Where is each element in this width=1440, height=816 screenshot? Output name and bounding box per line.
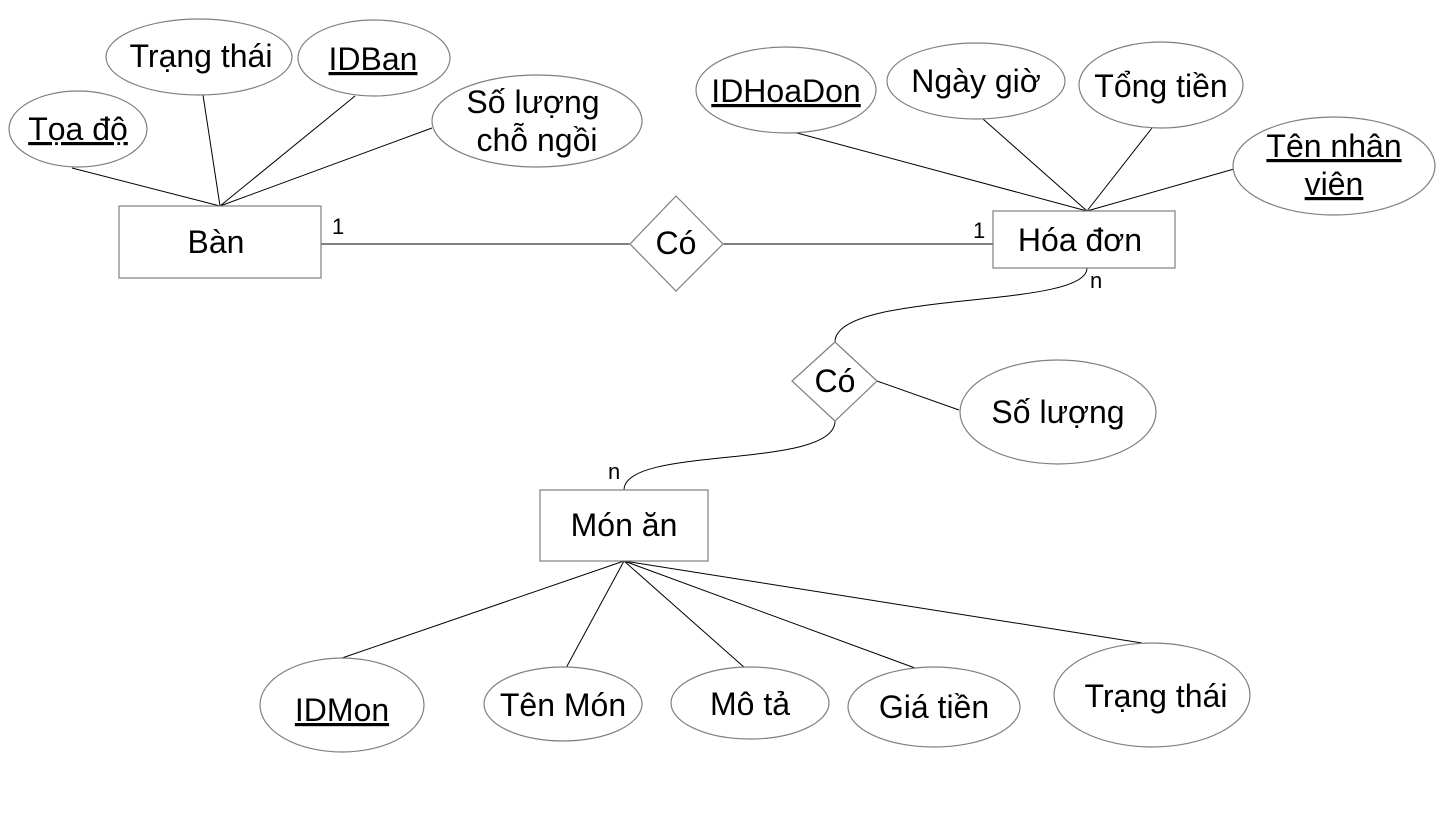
cardinality-hoadon: 1: [973, 218, 985, 243]
attribute-ngaygio: Ngày giờ: [886, 42, 1066, 120]
attribute-ngaygio-label: Ngày giờ: [911, 63, 1041, 99]
attribute-soluong-label: Số lượng: [991, 394, 1124, 430]
entity-ban: Bàn: [118, 205, 322, 279]
cardinality-hoadon-rel2: n: [1090, 268, 1102, 293]
attribute-tennhanvien: Tên nhân viên: [1232, 116, 1436, 216]
attribute-trangthai-monan-label: Trạng thái: [1085, 678, 1228, 714]
attribute-tongtien-label: Tổng tiền: [1094, 68, 1227, 104]
line-hoadon-tongtien: [1086, 127, 1153, 212]
attribute-idmon-label: IDMon: [295, 692, 389, 728]
attribute-idmon: IDMon: [259, 657, 425, 753]
attribute-idhoadon: IDHoaDon: [695, 46, 877, 134]
attribute-soluongchongoi-label-line2: chỗ ngồi: [477, 122, 598, 158]
attribute-toado: Tọa độ: [8, 90, 148, 168]
line-relationship2-monan: [623, 420, 836, 491]
relationship-hoadon-monan: Có: [791, 341, 878, 422]
line-relationship2-soluong: [876, 380, 960, 411]
cardinality-monan: n: [608, 459, 620, 484]
line-monan-idmon: [341, 560, 625, 659]
attribute-tennhanvien-label-line2: viên: [1305, 166, 1364, 202]
connector-lines: [71, 94, 1235, 669]
attribute-mota-label: Mô tả: [710, 686, 790, 722]
relationship-ban-hoadon: Có: [629, 195, 724, 292]
attribute-mota: Mô tả: [670, 666, 830, 740]
line-monan-giatien: [623, 560, 916, 669]
line-hoadon-relationship2: [834, 267, 1088, 343]
line-ban-soluongchongoi: [219, 127, 433, 207]
attribute-soluongchongoi: Số lượng chỗ ngồi: [431, 74, 643, 168]
attribute-idban: IDBan: [297, 19, 451, 97]
attribute-idhoadon-label: IDHoaDon: [711, 73, 860, 109]
line-hoadon-ngaygio: [982, 118, 1088, 212]
line-ban-trangthai: [202, 94, 221, 207]
attribute-tenmon-label: Tên Món: [500, 687, 626, 723]
line-monan-mota: [623, 560, 746, 669]
attribute-tennhanvien-label-line1: Tên nhân: [1266, 128, 1401, 164]
entity-hoadon: Hóa đơn: [992, 210, 1176, 269]
attribute-toado-label: Tọa độ: [28, 111, 128, 147]
attribute-trangthai-monan: Trạng thái: [1053, 642, 1251, 748]
cardinality-ban: 1: [332, 214, 344, 239]
entity-ban-label: Bàn: [188, 224, 245, 260]
entity-hoadon-label: Hóa đơn: [1018, 222, 1142, 258]
relationship-hoadon-monan-label: Có: [815, 363, 856, 399]
line-monan-tenmon: [565, 560, 625, 669]
relationship-ban-hoadon-label: Có: [656, 225, 697, 261]
attribute-soluongchongoi-label-line1: Số lượng: [466, 84, 599, 120]
attribute-trangthai-ban-label: Trạng thái: [130, 38, 273, 74]
attribute-idban-label: IDBan: [329, 41, 418, 77]
attribute-tongtien: Tổng tiền: [1078, 41, 1244, 129]
line-ban-idban: [219, 95, 356, 207]
attribute-tenmon: Tên Món: [483, 666, 643, 742]
attribute-trangthai-ban: Trạng thái: [105, 18, 293, 96]
attribute-giatien-label: Giá tiền: [879, 689, 989, 725]
attribute-giatien: Giá tiền: [847, 666, 1021, 748]
line-hoadon-idhoadon: [796, 132, 1088, 212]
attribute-soluong: Số lượng: [959, 359, 1157, 465]
entity-monan: Món ăn: [539, 489, 709, 562]
line-ban-toado: [71, 167, 221, 207]
entity-monan-label: Món ăn: [571, 507, 678, 543]
line-monan-trangthai: [623, 560, 1143, 644]
line-hoadon-tennhanvien: [1086, 168, 1235, 212]
